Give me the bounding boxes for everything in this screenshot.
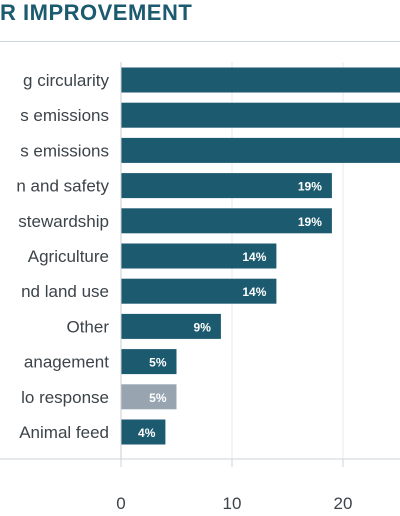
data-label: 4% xyxy=(138,426,156,440)
bar xyxy=(121,243,277,269)
category-label: nd land use xyxy=(21,282,109,301)
category-label: Animal feed xyxy=(19,423,109,442)
data-label: 5% xyxy=(149,356,167,370)
bar xyxy=(121,102,400,128)
category-label: stewardship xyxy=(18,212,109,231)
category-label: anagement xyxy=(24,353,109,372)
bar xyxy=(121,384,177,410)
category-label: s emissions xyxy=(20,106,109,125)
bar xyxy=(121,419,166,445)
bar xyxy=(121,137,400,163)
bar xyxy=(121,313,221,339)
data-label: 5% xyxy=(149,391,167,405)
category-label: g circularity xyxy=(23,71,109,90)
data-label: 14% xyxy=(242,250,266,264)
chart-title: R IMPROVEMENT xyxy=(0,0,193,25)
title-divider xyxy=(0,41,400,42)
bar xyxy=(121,349,177,375)
category-label: lo response xyxy=(21,388,109,407)
x-tick-label: 0 xyxy=(116,494,125,513)
category-label: s emissions xyxy=(20,141,109,160)
category-label: Agriculture xyxy=(28,247,109,266)
data-label: 9% xyxy=(194,320,212,334)
x-tick-label: 10 xyxy=(223,494,242,513)
data-label: 19% xyxy=(298,180,322,194)
bar xyxy=(121,67,400,93)
category-label: Other xyxy=(66,317,109,336)
bar xyxy=(121,278,277,304)
bar xyxy=(121,173,332,199)
x-tick-label: 20 xyxy=(334,494,353,513)
data-label: 14% xyxy=(242,285,266,299)
data-label: 19% xyxy=(298,215,322,229)
category-label: n and safety xyxy=(16,177,109,196)
bar xyxy=(121,208,332,234)
